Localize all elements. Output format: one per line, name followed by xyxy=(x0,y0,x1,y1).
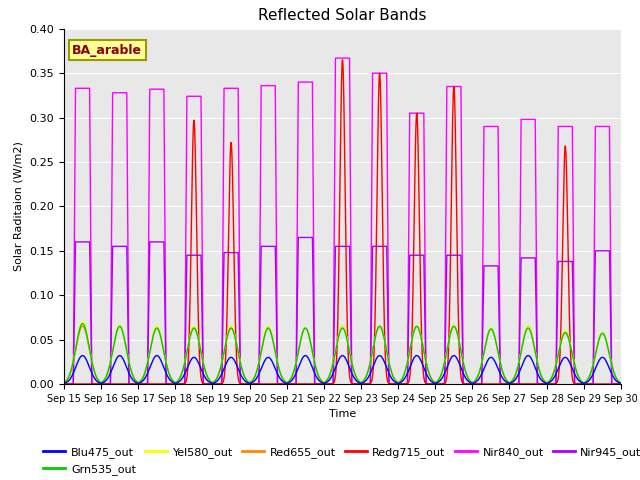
Red655_out xyxy=(546,377,554,383)
Redg715_out xyxy=(606,381,614,387)
Nir945_out xyxy=(546,381,554,387)
Blu475_out xyxy=(124,367,132,373)
Nir840_out xyxy=(124,187,131,192)
Nir945_out xyxy=(157,239,164,245)
Blu475_out xyxy=(60,381,68,386)
Red655_out xyxy=(157,334,164,340)
Yel580_out xyxy=(157,333,164,338)
Redg715_out xyxy=(157,381,164,387)
Nir945_out xyxy=(606,281,614,287)
Line: Nir945_out: Nir945_out xyxy=(64,238,621,384)
Red655_out xyxy=(298,333,306,338)
Yel580_out xyxy=(124,352,132,358)
Nir840_out xyxy=(332,55,339,61)
Blu475_out xyxy=(79,353,86,359)
Grn535_out xyxy=(617,380,625,386)
Nir840_out xyxy=(617,381,625,387)
Redg715_out xyxy=(298,381,305,387)
Yel580_out xyxy=(298,333,306,338)
Line: Blu475_out: Blu475_out xyxy=(64,356,621,384)
Line: Yel580_out: Yel580_out xyxy=(64,322,621,383)
X-axis label: Time: Time xyxy=(329,409,356,419)
Text: BA_arable: BA_arable xyxy=(72,44,142,57)
Blu475_out xyxy=(274,372,282,377)
Nir945_out xyxy=(124,289,131,295)
Red655_out xyxy=(274,360,282,366)
Red655_out xyxy=(79,324,86,329)
Grn535_out xyxy=(274,360,282,366)
Nir840_out xyxy=(274,381,282,387)
Nir840_out xyxy=(546,381,554,387)
Blu475_out xyxy=(606,368,614,373)
Line: Red655_out: Red655_out xyxy=(64,326,621,383)
Nir945_out xyxy=(617,381,625,387)
Nir945_out xyxy=(294,235,302,240)
Legend: Blu475_out, Grn535_out, Yel580_out, Red655_out, Redg715_out, Nir840_out, Nir945_: Blu475_out, Grn535_out, Yel580_out, Red6… xyxy=(39,443,640,479)
Red655_out xyxy=(606,355,614,361)
Nir945_out xyxy=(274,381,282,387)
Blu475_out xyxy=(157,357,164,363)
Nir945_out xyxy=(60,381,68,387)
Line: Nir840_out: Nir840_out xyxy=(64,58,621,384)
Blu475_out xyxy=(547,379,554,385)
Red655_out xyxy=(124,353,132,359)
Yel580_out xyxy=(617,380,625,386)
Red655_out xyxy=(580,380,588,386)
Redg715_out xyxy=(339,57,346,63)
Y-axis label: Solar Raditaion (W/m2): Solar Raditaion (W/m2) xyxy=(14,142,24,271)
Nir945_out xyxy=(298,235,306,240)
Blu475_out xyxy=(617,381,625,386)
Grn535_out xyxy=(124,353,132,359)
Redg715_out xyxy=(124,381,131,387)
Nir840_out xyxy=(298,79,305,85)
Yel580_out xyxy=(274,360,282,366)
Red655_out xyxy=(617,380,625,386)
Nir840_out xyxy=(157,86,164,92)
Blu475_out xyxy=(209,381,216,386)
Redg715_out xyxy=(274,381,282,387)
Red655_out xyxy=(60,380,68,385)
Redg715_out xyxy=(617,381,625,387)
Line: Redg715_out: Redg715_out xyxy=(64,60,621,384)
Yel580_out xyxy=(580,380,588,386)
Nir840_out xyxy=(606,188,614,194)
Grn535_out xyxy=(580,380,588,386)
Redg715_out xyxy=(546,381,554,387)
Grn535_out xyxy=(546,377,554,383)
Grn535_out xyxy=(157,334,164,340)
Blu475_out xyxy=(298,356,306,362)
Yel580_out xyxy=(60,380,68,385)
Line: Grn535_out: Grn535_out xyxy=(64,324,621,383)
Yel580_out xyxy=(79,319,86,325)
Grn535_out xyxy=(606,356,614,361)
Nir840_out xyxy=(60,381,68,387)
Title: Reflected Solar Bands: Reflected Solar Bands xyxy=(258,9,427,24)
Grn535_out xyxy=(298,333,306,338)
Redg715_out xyxy=(60,381,68,387)
Grn535_out xyxy=(79,321,86,326)
Yel580_out xyxy=(606,355,614,361)
Yel580_out xyxy=(546,377,554,383)
Grn535_out xyxy=(60,380,68,385)
